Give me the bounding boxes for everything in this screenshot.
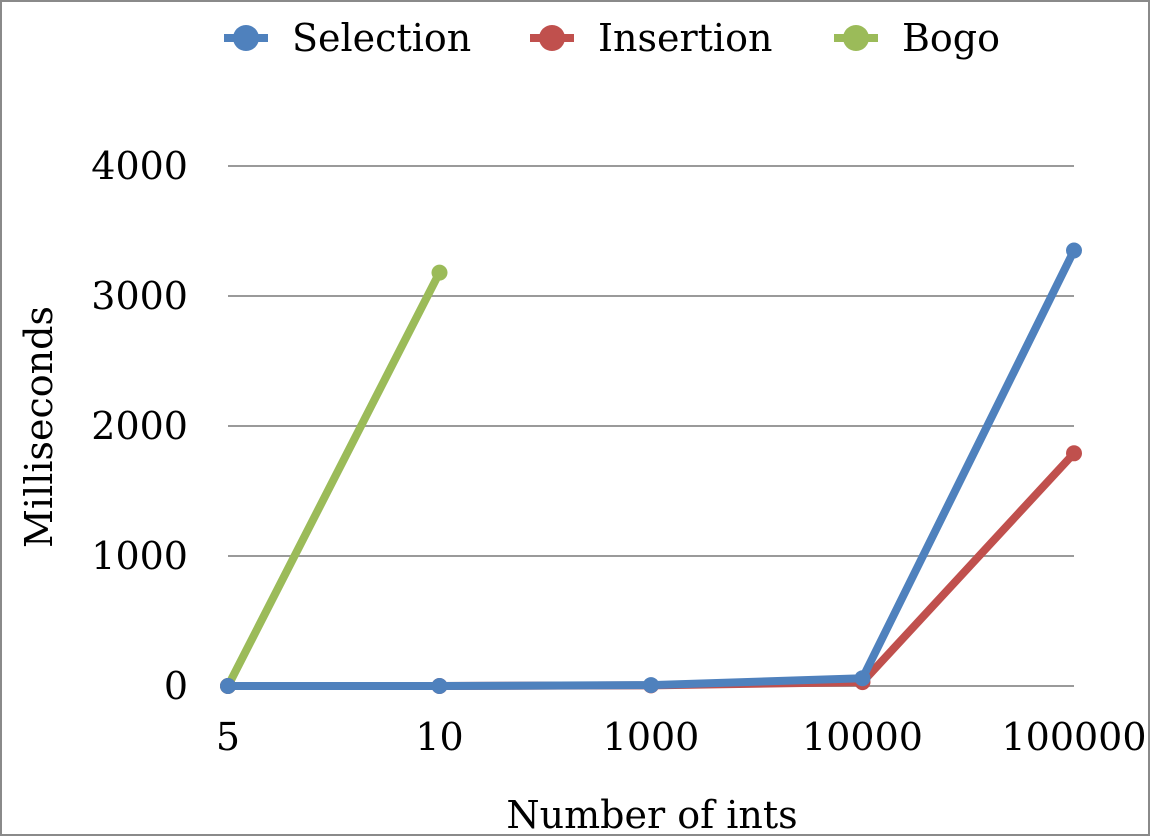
data-point [220,678,236,694]
y-tick-label: 1000 [91,534,188,578]
y-tick-label: 2000 [91,404,188,448]
gridlines [228,165,1074,687]
data-point [1066,445,1082,462]
data-point [854,670,871,687]
data-point [431,678,448,694]
series-insertion [220,445,1082,694]
legend-swatch-marker [843,25,869,51]
x-tick-label: 5 [216,715,240,759]
y-tick-label: 3000 [91,274,188,318]
x-tick-label: 10000 [802,715,923,759]
y-axis-title: Milliseconds [17,306,61,548]
legend-item: Bogo [834,16,1000,60]
x-tick-label: 10 [415,715,463,759]
data-point [431,264,448,281]
y-tick-label: 0 [164,664,188,708]
series-lines [220,242,1082,694]
legend: Selection Insertion Bogo [224,16,1000,60]
legend-item: Insertion [530,16,772,60]
x-axis-title: Number of ints [506,793,797,837]
y-tick-label: 4000 [91,144,188,188]
series-bogo [220,264,448,694]
x-axis-ticks: 5 10 1000 10000 100000 [216,715,1147,759]
series-line [224,246,1078,690]
legend-label: Selection [292,16,471,60]
data-point [1066,242,1082,259]
legend-swatch-marker [539,25,565,51]
data-point [643,677,659,694]
y-axis-ticks: 0 1000 2000 3000 4000 [91,144,188,708]
series-line [224,449,1078,690]
legend-label: Bogo [902,16,1000,60]
legend-swatch-marker [233,25,259,51]
series-line [224,268,444,690]
x-tick-label: 1000 [603,715,700,759]
series-selection [220,242,1082,694]
legend-label: Insertion [598,16,772,60]
x-tick-label: 100000 [1001,715,1146,759]
legend-item: Selection [224,16,471,60]
